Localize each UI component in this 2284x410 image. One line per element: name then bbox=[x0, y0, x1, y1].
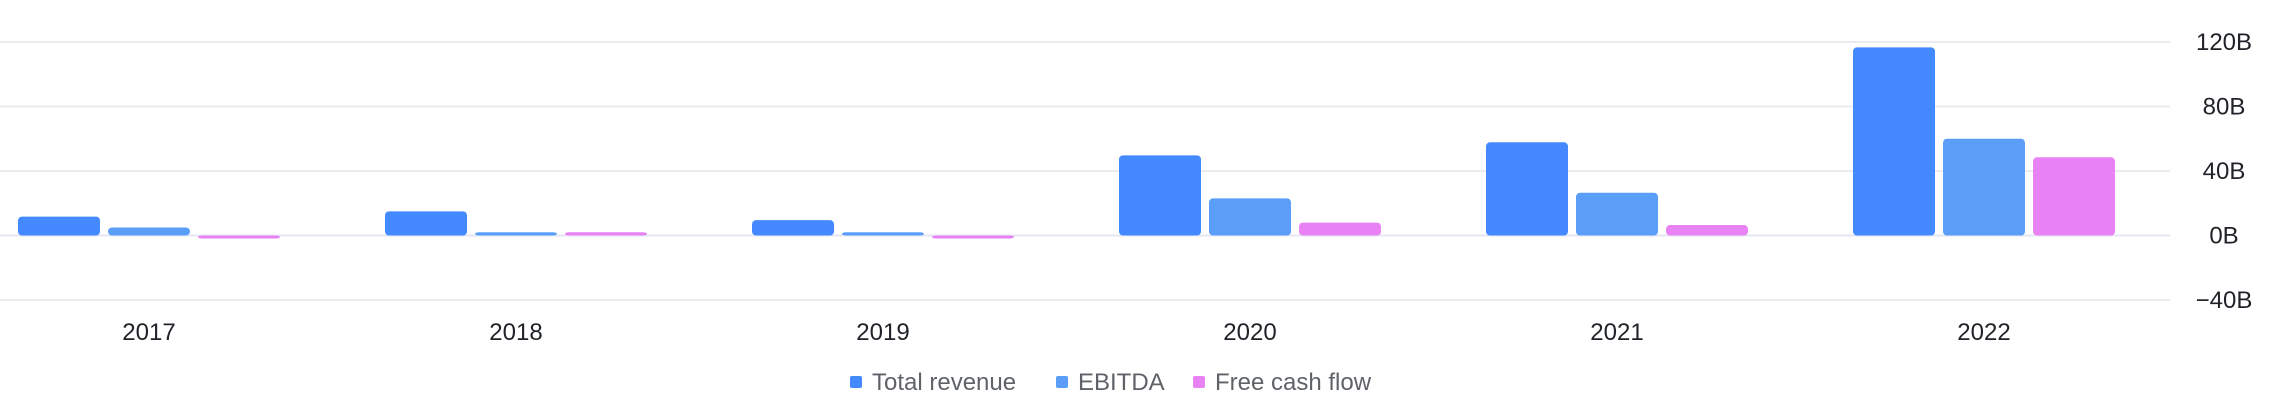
legend-swatch bbox=[1193, 376, 1205, 388]
legend-label[interactable]: Total revenue bbox=[872, 369, 1016, 396]
bar-free-cash-flow-2021[interactable] bbox=[1666, 225, 1748, 236]
bar-ebitda-2017[interactable] bbox=[108, 227, 190, 236]
y-tick-label: −40B bbox=[2196, 287, 2253, 314]
x-tick-label: 2019 bbox=[856, 319, 909, 346]
y-tick-label: 40B bbox=[2203, 158, 2246, 185]
bar-ebitda-2022[interactable] bbox=[1943, 138, 2025, 236]
y-tick-label: 80B bbox=[2203, 94, 2246, 121]
grid-lines bbox=[0, 41, 2170, 301]
bar-total-revenue-2017[interactable] bbox=[18, 216, 100, 236]
y-axis-ticks: −40B 0B 40B 80B 120B bbox=[2196, 29, 2253, 314]
bar-total-revenue-2021[interactable] bbox=[1486, 142, 1568, 236]
y-tick-label: 0B bbox=[2209, 223, 2238, 250]
bar-ebitda-2019[interactable] bbox=[842, 232, 924, 236]
bar-total-revenue-2020[interactable] bbox=[1119, 155, 1201, 236]
bars bbox=[18, 47, 2115, 239]
bar-ebitda-2020[interactable] bbox=[1209, 198, 1291, 236]
bar-total-revenue-2018[interactable] bbox=[385, 211, 467, 236]
legend-label[interactable]: EBITDA bbox=[1078, 369, 1165, 396]
bar-total-revenue-2019[interactable] bbox=[752, 220, 834, 236]
bar-free-cash-flow-2017[interactable] bbox=[198, 235, 280, 239]
x-tick-label: 2021 bbox=[1590, 319, 1643, 346]
bar-free-cash-flow-2020[interactable] bbox=[1299, 222, 1381, 236]
legend-swatch bbox=[1056, 376, 1068, 388]
bar-ebitda-2021[interactable] bbox=[1576, 192, 1658, 236]
legend-swatch bbox=[850, 376, 862, 388]
x-tick-label: 2022 bbox=[1957, 319, 2010, 346]
bar-free-cash-flow-2022[interactable] bbox=[2033, 157, 2115, 236]
x-tick-label: 2020 bbox=[1223, 319, 1276, 346]
legend-label[interactable]: Free cash flow bbox=[1215, 369, 1372, 396]
bar-free-cash-flow-2019[interactable] bbox=[932, 235, 1014, 239]
x-tick-label: 2017 bbox=[122, 319, 175, 346]
legend: Total revenue EBITDA Free cash flow bbox=[850, 369, 1372, 396]
bar-ebitda-2018[interactable] bbox=[475, 232, 557, 236]
y-tick-label: 120B bbox=[2196, 29, 2252, 56]
x-axis-ticks: 2017 2018 2019 2020 2021 2022 bbox=[122, 319, 2010, 346]
x-tick-label: 2018 bbox=[489, 319, 542, 346]
bar-total-revenue-2022[interactable] bbox=[1853, 47, 1935, 236]
bar-free-cash-flow-2018[interactable] bbox=[565, 232, 647, 236]
